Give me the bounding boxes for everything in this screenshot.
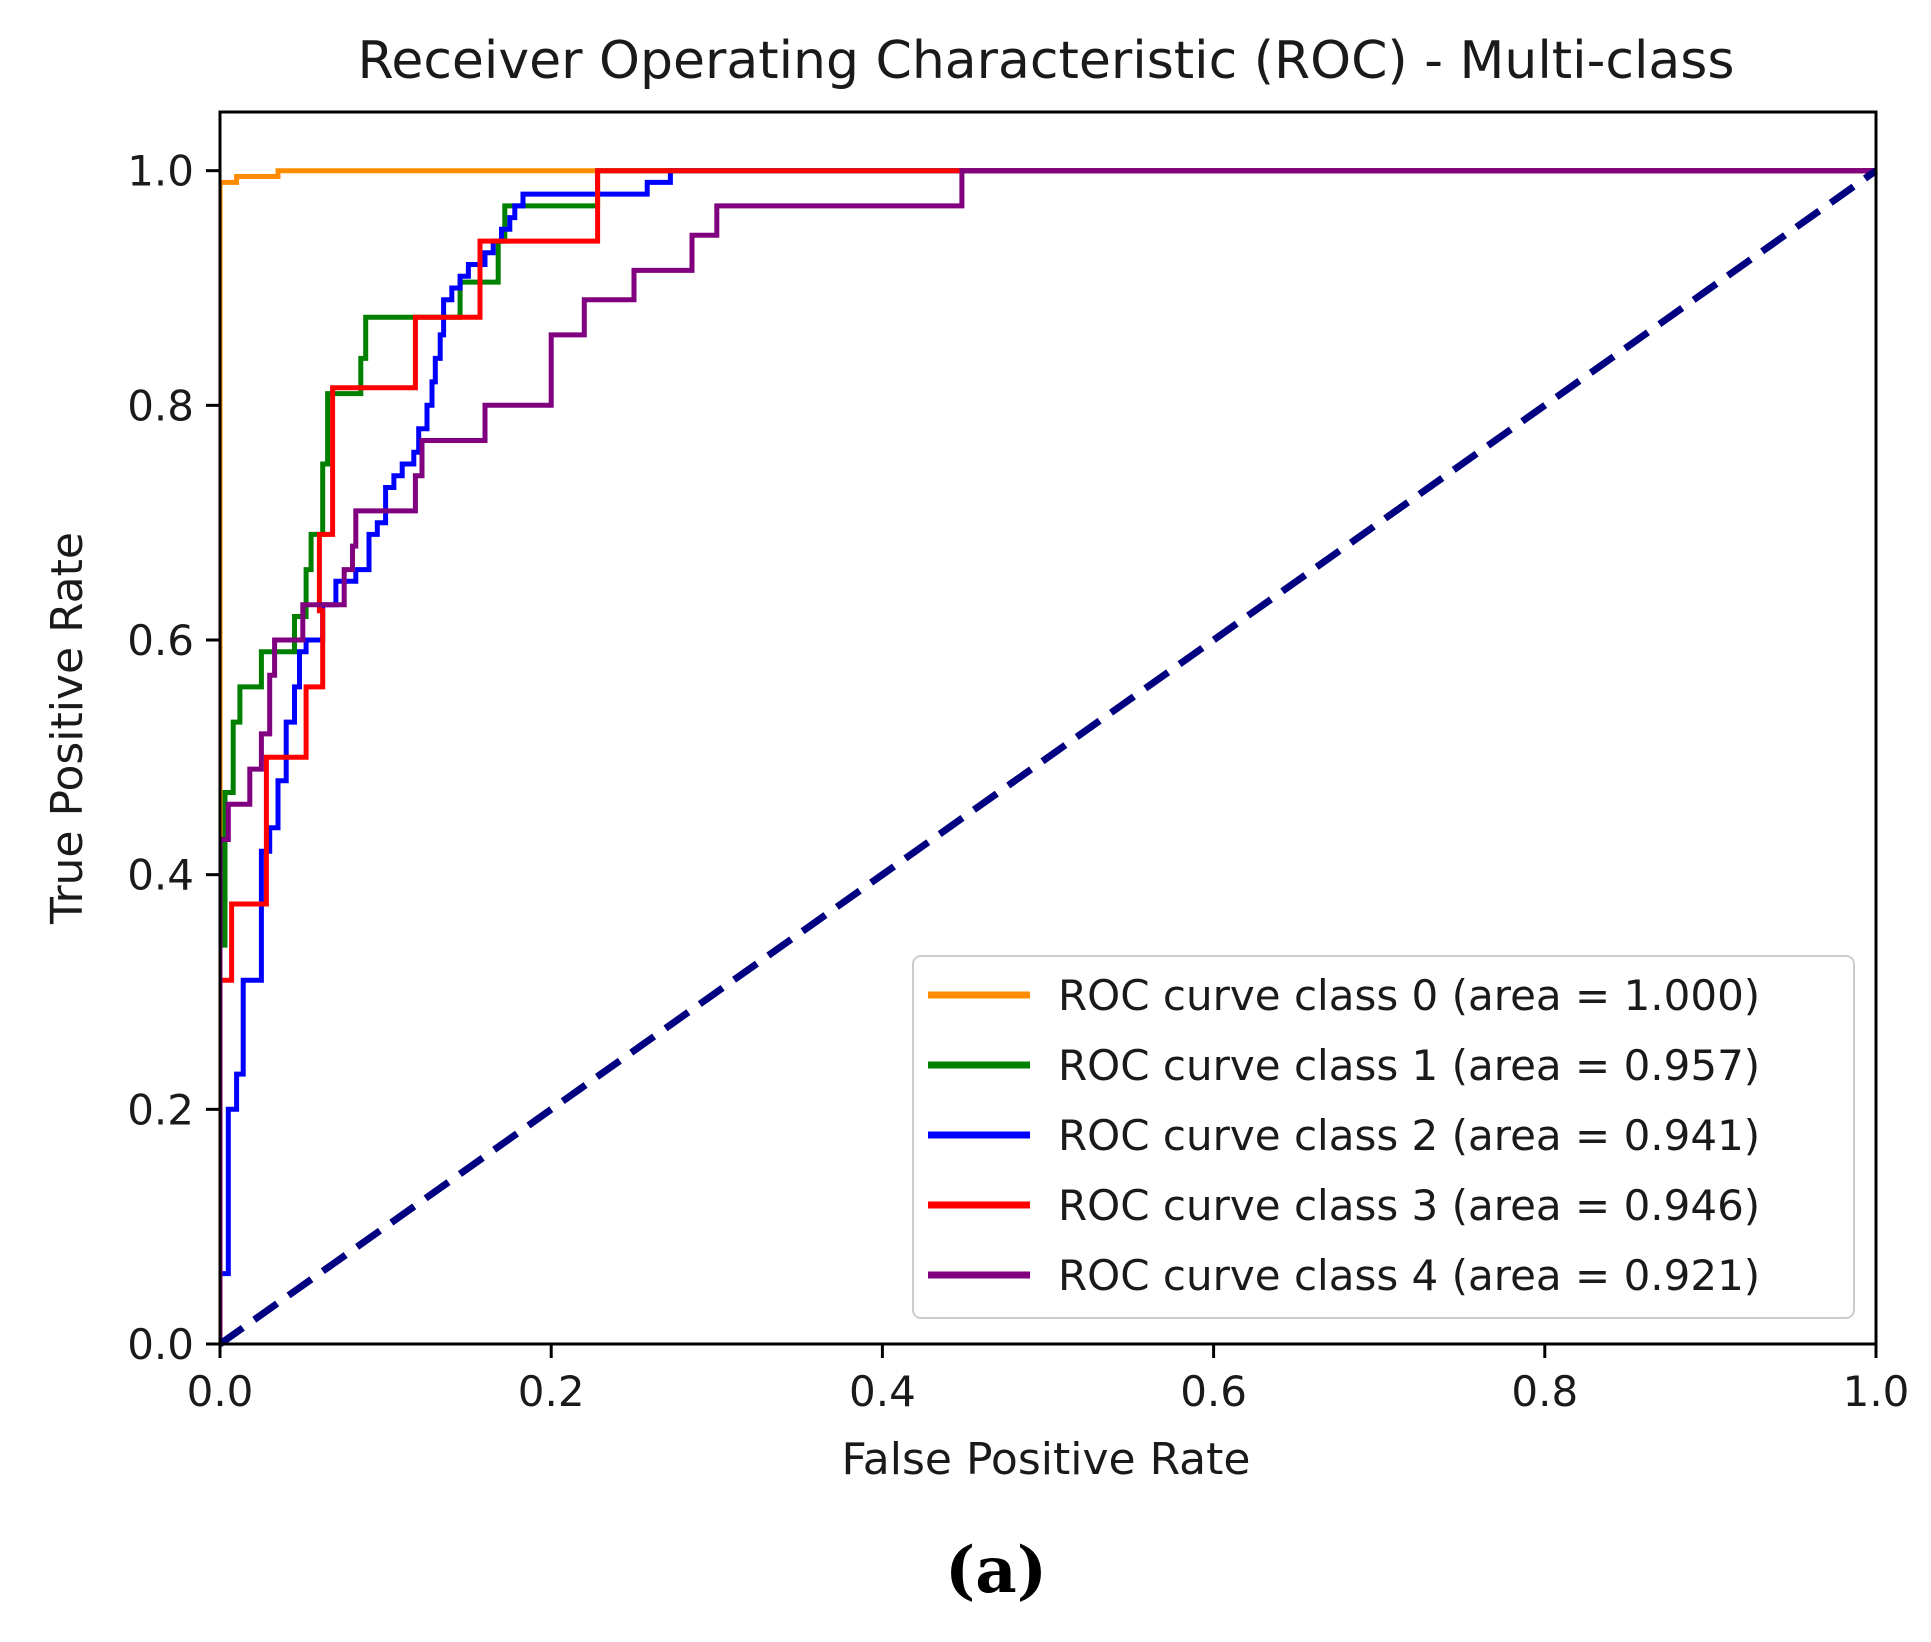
legend: ROC curve class 0 (area = 1.000) ROC curv… [912, 955, 1855, 1319]
legend-label: ROC curve class 3 (area = 0.946) [1058, 1181, 1760, 1230]
chance-diagonal-line [220, 167, 1879, 1347]
plot-frame [218, 110, 1878, 1346]
legend-label: ROC curve class 1 (area = 0.957) [1058, 1041, 1760, 1090]
roc-curve-class-0 [220, 168, 1876, 1344]
y-axis-label: True Positive Rate [42, 532, 93, 925]
x-tick-label: 0.8 [1511, 1367, 1578, 1416]
x-axis-ticks: 0.0 0.2 0.4 0.6 0.8 1.0 [187, 1344, 1910, 1416]
x-tick-label: 1.0 [1843, 1367, 1910, 1416]
roc-curve-class-4 [220, 168, 1876, 1344]
roc-curve-class-3 [220, 168, 1876, 1344]
x-axis-label: False Positive Rate [842, 1434, 1251, 1485]
y-tick-label: 0.0 [127, 1320, 194, 1369]
x-tick-label: 0.4 [849, 1367, 916, 1416]
y-tick-label: 1.0 [127, 147, 194, 196]
plot-curves [220, 167, 1879, 1347]
y-tick-label: 0.8 [127, 381, 194, 430]
legend-label: ROC curve class 4 (area = 0.921) [1058, 1251, 1760, 1300]
y-tick-label: 0.6 [127, 616, 194, 665]
legend-label: ROC curve class 0 (area = 1.000) [1058, 971, 1760, 1020]
legend-box [912, 955, 1855, 1319]
legend-items: ROC curve class 0 (area = 1.000) ROC curv… [928, 971, 1760, 1300]
figure-caption: (a) [945, 1533, 1047, 1608]
y-tick-label: 0.4 [127, 851, 194, 900]
chart-title: Receiver Operating Characteristic (ROC) … [358, 31, 1735, 91]
legend-label: ROC curve class 2 (area = 0.941) [1058, 1111, 1760, 1160]
y-tick-label: 0.2 [127, 1085, 194, 1134]
x-tick-label: 0.2 [518, 1367, 585, 1416]
y-axis-ticks: 0.0 0.2 0.4 0.6 0.8 1.0 [127, 147, 220, 1369]
x-tick-label: 0.0 [187, 1367, 254, 1416]
x-tick-label: 0.6 [1180, 1367, 1247, 1416]
